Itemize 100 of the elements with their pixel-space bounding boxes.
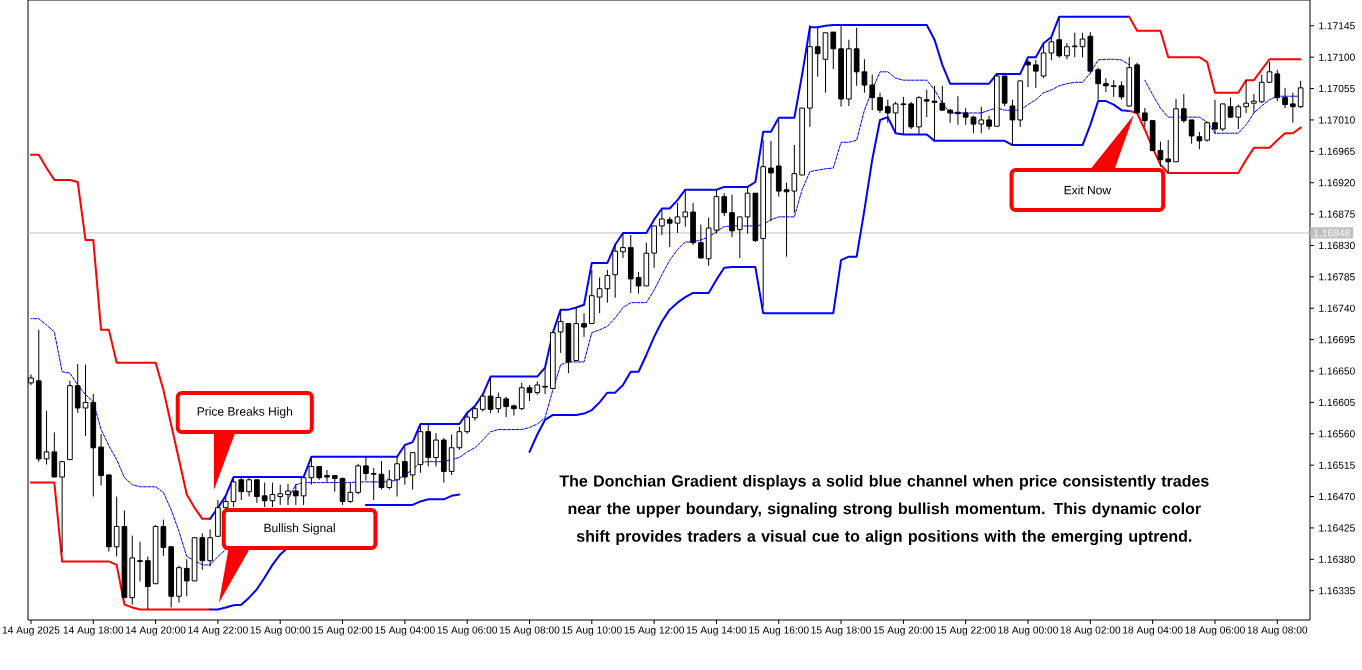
- y-tick-label: 1.16605: [1319, 398, 1355, 406]
- candlestick: [721, 192, 728, 217]
- x-tick-label: 15 Aug 02:00: [312, 626, 373, 636]
- candlestick: [612, 244, 619, 299]
- y-tick-label: 1.17055: [1319, 84, 1355, 93]
- candlestick: [729, 194, 735, 238]
- candlestick: [1258, 74, 1265, 104]
- y-tick-label: 1.16875: [1319, 210, 1355, 218]
- x-tick-label: 14 Aug 2025: [2, 626, 60, 636]
- candlestick: [402, 446, 408, 486]
- candlestick: [768, 140, 774, 222]
- x-tick-label: 15 Aug 04:00: [375, 626, 435, 636]
- candlestick: [542, 367, 548, 395]
- candlestick: [1243, 79, 1249, 114]
- x-tick-label: 18 Aug 02:00: [1060, 626, 1121, 636]
- candlestick: [1165, 139, 1172, 174]
- candlestick: [1251, 93, 1257, 114]
- y-tick-label: 1.16650: [1319, 367, 1355, 375]
- candlestick: [1056, 16, 1063, 59]
- candlestick: [464, 412, 471, 435]
- y-tick-label: 1.16515: [1319, 461, 1355, 469]
- candlestick: [246, 476, 252, 498]
- candlestick: [1142, 107, 1148, 128]
- candlestick: [620, 233, 626, 259]
- candlestick: [1212, 99, 1218, 135]
- y-tick-label: 1.17010: [1319, 116, 1355, 124]
- candlestick: [292, 483, 299, 506]
- candlestick: [1025, 59, 1031, 88]
- candlestick: [386, 469, 393, 491]
- ref-line-label: 1.16848: [1314, 229, 1350, 237]
- y-tick-label: 1.17100: [1319, 53, 1355, 61]
- candlestick: [518, 382, 525, 411]
- candlestick: [363, 456, 369, 482]
- y-tick-label: 1.16335: [1319, 587, 1355, 595]
- candlestick: [1103, 77, 1109, 93]
- candlestick: [1118, 81, 1125, 101]
- candlestick: [674, 202, 681, 234]
- y-tick-label: 1.16740: [1319, 304, 1355, 312]
- x-tick-label: 15 Aug 20:00: [873, 626, 934, 636]
- candlestick: [736, 216, 743, 259]
- candlestick: [1071, 32, 1078, 58]
- x-tick-label: 15 Aug 00:00: [250, 626, 311, 636]
- y-tick-label: 1.16380: [1319, 555, 1355, 563]
- candlestick: [370, 467, 377, 501]
- x-tick-label: 14 Aug 22:00: [188, 626, 248, 636]
- candlestick: [1009, 99, 1016, 146]
- candlestick: [183, 558, 190, 597]
- annotation: Price Breaks High: [197, 406, 292, 419]
- x-tick-label: 15 Aug 16:00: [749, 626, 809, 636]
- candlestick: [254, 479, 260, 504]
- x-tick-label: 15 Aug 18:00: [811, 626, 871, 636]
- annotation: Bullish Signal: [264, 523, 335, 535]
- candlestick: [939, 85, 946, 112]
- candlestick: [1282, 87, 1288, 109]
- x-tick-label: 14 Aug 18:00: [63, 626, 124, 636]
- candlestick: [82, 364, 89, 437]
- y-tick-label: 1.16785: [1319, 273, 1355, 281]
- x-tick-label: 15 Aug 08:00: [499, 626, 560, 636]
- candlestick: [503, 396, 509, 418]
- candlestick: [666, 216, 673, 248]
- candlestick: [511, 403, 517, 417]
- candlestick: [814, 26, 821, 78]
- candlestick: [137, 541, 143, 583]
- x-tick-label: 15 Aug 12:00: [624, 626, 685, 636]
- candlestick: [285, 483, 291, 506]
- candlestick: [1290, 92, 1296, 124]
- candlestick: [59, 461, 65, 553]
- candlestick: [581, 312, 587, 338]
- candlestick: [394, 456, 400, 498]
- candlestick: [659, 209, 665, 236]
- candlestick: [884, 99, 891, 124]
- y-tick-label: 1.16920: [1319, 179, 1355, 187]
- candlestick: [74, 363, 81, 414]
- candlestick: [324, 469, 330, 483]
- y-tick-label: 1.16830: [1319, 241, 1355, 250]
- candlestick: [931, 85, 938, 141]
- candlestick: [1266, 61, 1273, 84]
- y-tick-label: 1.16695: [1319, 336, 1355, 344]
- candlestick: [433, 432, 439, 468]
- annotation: Exit Now: [1064, 185, 1112, 195]
- candlestick: [1180, 93, 1187, 124]
- x-tick-label: 14 Aug 20:00: [126, 626, 186, 636]
- candlestick: [698, 224, 704, 259]
- candlestick: [1297, 80, 1304, 109]
- candlestick: [955, 95, 961, 126]
- x-tick-label: 18 Aug 08:00: [1247, 626, 1308, 636]
- annotation: The Donchian Gradient displays a solid blue channel when price consistently trades near the upper boundary, signaling strong bullish momentum. This dynamic color shift provides traders a visual cue to align positions with the emerging uptrend.: [559, 474, 1209, 546]
- x-tick-label: 18 Aug 00:00: [998, 626, 1058, 636]
- x-tick-label: 18 Aug 04:00: [1123, 626, 1183, 636]
- candlestick: [947, 108, 953, 124]
- candlestick: [682, 189, 689, 228]
- x-tick-label: 18 Aug 06:00: [1185, 626, 1245, 636]
- candlestick: [869, 74, 876, 111]
- candlestick: [830, 31, 837, 70]
- candlestick: [1204, 121, 1211, 143]
- candlestick: [877, 92, 883, 114]
- candlestick: [908, 101, 915, 130]
- candlestick: [207, 528, 213, 567]
- y-tick-label: 1.17145: [1319, 22, 1355, 30]
- candlestick: [1095, 67, 1101, 101]
